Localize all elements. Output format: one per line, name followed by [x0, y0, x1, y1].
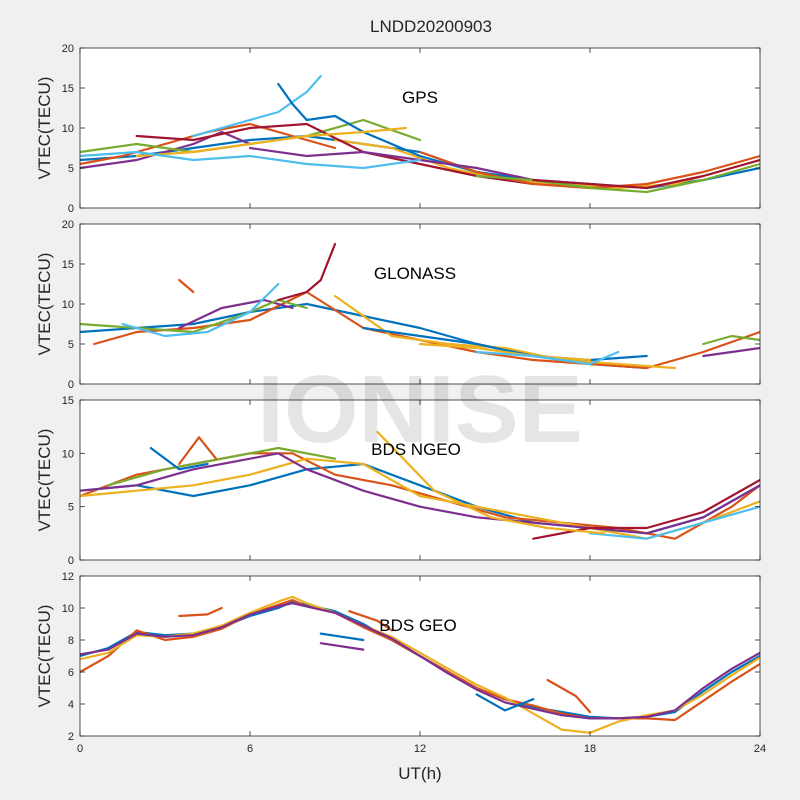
series-line-bds-geo-8	[348, 610, 393, 632]
series-line-gps-4	[80, 130, 252, 170]
series-line-bds-ngeo-9	[178, 436, 218, 466]
series-line-glonass-3	[333, 294, 677, 370]
series-line-bds-geo-7	[319, 632, 365, 642]
series-line-glonass-7	[277, 242, 337, 302]
y-axis-label-bds-ngeo: VTEC(TECU)	[35, 429, 54, 532]
y-tick-label-gps: 0	[68, 203, 74, 215]
series-group-gps	[80, 74, 760, 194]
series-line-gps-11	[248, 146, 535, 182]
series-line-bds-geo-9	[546, 678, 592, 714]
series-group-glonass	[80, 242, 760, 370]
series-line-gps-7	[135, 122, 535, 186]
x-tick-label: 6	[247, 743, 253, 755]
series-line-bds-ngeo-4	[80, 452, 760, 535]
plot-area-gps	[80, 48, 760, 208]
series-line-gps-12	[475, 162, 760, 194]
y-tick-label-glonass: 15	[62, 259, 74, 271]
series-line-bds-ngeo-10	[376, 430, 606, 535]
watermark: IONISE	[257, 356, 582, 463]
series-line-bds-geo-5	[178, 606, 223, 618]
panel-annotation-bds-ngeo: BDS NGEO	[371, 440, 461, 459]
y-tick-label-gps: 20	[62, 43, 74, 55]
y-tick-label-bds-geo: 12	[62, 571, 74, 583]
series-group-bds-ngeo	[80, 430, 760, 540]
x-axis-label: UT(h)	[398, 764, 441, 783]
y-tick-label-bds-ngeo: 5	[68, 502, 74, 514]
panel-glonass: 0 5 10 15 20 VTEC(TECU) GLONASS	[35, 219, 761, 391]
series-line-bds-ngeo-5	[107, 446, 337, 487]
series-line-gps-6	[192, 74, 322, 138]
panel-gps: 0 5 10 15 20 VTEC(TECU) GPS	[35, 43, 761, 215]
y-tick-label-bds-geo: 8	[68, 635, 74, 647]
plot-area-glonass	[80, 224, 760, 384]
series-line-bds-geo-4	[80, 602, 760, 720]
x-tick-label: 18	[584, 743, 596, 755]
y-tick-label-bds-geo: 10	[62, 603, 74, 615]
series-line-bds-ngeo-6	[588, 505, 760, 540]
series-line-bds-geo-6	[319, 642, 365, 651]
chart-title: LNDD20200903	[370, 17, 492, 36]
y-tick-label-glonass: 5	[68, 339, 74, 351]
series-line-glonass-13	[475, 350, 620, 366]
y-tick-label-bds-ngeo: 15	[62, 395, 74, 407]
panel-annotation-gps: GPS	[402, 88, 438, 107]
series-line-bds-ngeo-8	[149, 446, 209, 471]
series-line-bds-ngeo-7	[532, 478, 760, 540]
x-tick-label: 12	[414, 743, 426, 755]
y-tick-label-gps: 10	[62, 123, 74, 135]
y-tick-label-glonass: 10	[62, 299, 74, 311]
series-line-glonass-4	[178, 298, 294, 330]
panel-bds-ngeo: 0 5 10 15 VTEC(TECU) BDS NGEO	[35, 395, 761, 567]
series-line-glonass-11	[702, 346, 760, 358]
series-line-bds-geo-10	[475, 693, 535, 712]
y-axis-label-bds-geo: VTEC(TECU)	[35, 605, 54, 708]
y-tick-label-glonass: 0	[68, 379, 74, 391]
series-line-gps-10	[135, 126, 407, 158]
y-axis-label-glonass: VTEC(TECU)	[35, 253, 54, 356]
panel-annotation-bds-geo: BDS GEO	[379, 616, 456, 635]
y-tick-label-gps: 15	[62, 83, 74, 95]
y-tick-label-bds-ngeo: 0	[68, 555, 74, 567]
y-tick-label-bds-geo: 4	[68, 699, 74, 711]
series-line-glonass-9	[178, 278, 195, 294]
series-line-glonass-5	[80, 298, 308, 334]
y-tick-label-glonass: 20	[62, 219, 74, 231]
y-tick-label-bds-ngeo: 10	[62, 448, 74, 460]
y-axis-label-gps: VTEC(TECU)	[35, 77, 54, 180]
series-line-glonass-6	[121, 282, 280, 338]
series-line-gps-13	[80, 150, 422, 170]
x-tick-label: 0	[77, 743, 83, 755]
series-line-gps-14	[532, 158, 760, 190]
panel-annotation-glonass: GLONASS	[374, 264, 456, 283]
y-tick-label-gps: 5	[68, 163, 74, 175]
series-line-glonass-10	[702, 334, 760, 346]
x-tick-label: 24	[754, 743, 766, 755]
y-tick-label-bds-geo: 6	[68, 667, 74, 679]
series-group-bds-geo	[80, 595, 760, 734]
y-tick-label-bds-geo: 2	[68, 731, 74, 743]
series-line-glonass-12	[418, 342, 592, 362]
